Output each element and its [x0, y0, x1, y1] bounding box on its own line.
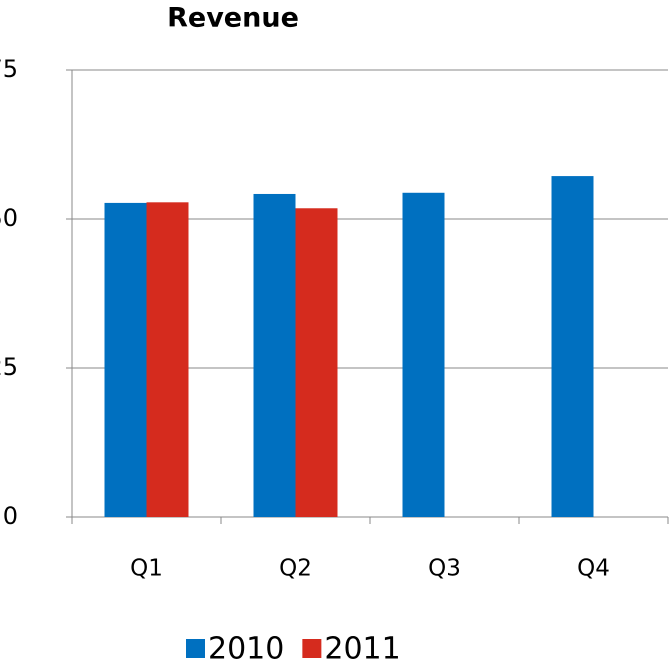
chart-title: Revenue — [167, 3, 299, 34]
y-tick-label: 0 — [3, 502, 18, 530]
x-tick-label: Q4 — [577, 556, 610, 582]
bar — [253, 193, 296, 517]
bar — [402, 192, 445, 517]
x-tick-label: Q2 — [279, 556, 312, 582]
bar — [104, 202, 147, 517]
x-tick-label: Q3 — [428, 556, 461, 582]
bar — [551, 176, 594, 517]
legend-label: 2011 — [324, 632, 400, 664]
legend-swatch — [302, 639, 322, 658]
bar — [295, 208, 338, 517]
legend-swatch — [186, 639, 205, 658]
y-tick-label: 50 — [0, 204, 18, 232]
y-tick-label: 25 — [0, 353, 18, 381]
x-tick-label: Q1 — [130, 556, 163, 582]
legend-label: 2010 — [208, 632, 284, 664]
bar — [146, 202, 189, 517]
y-tick-label: 75 — [0, 55, 18, 83]
